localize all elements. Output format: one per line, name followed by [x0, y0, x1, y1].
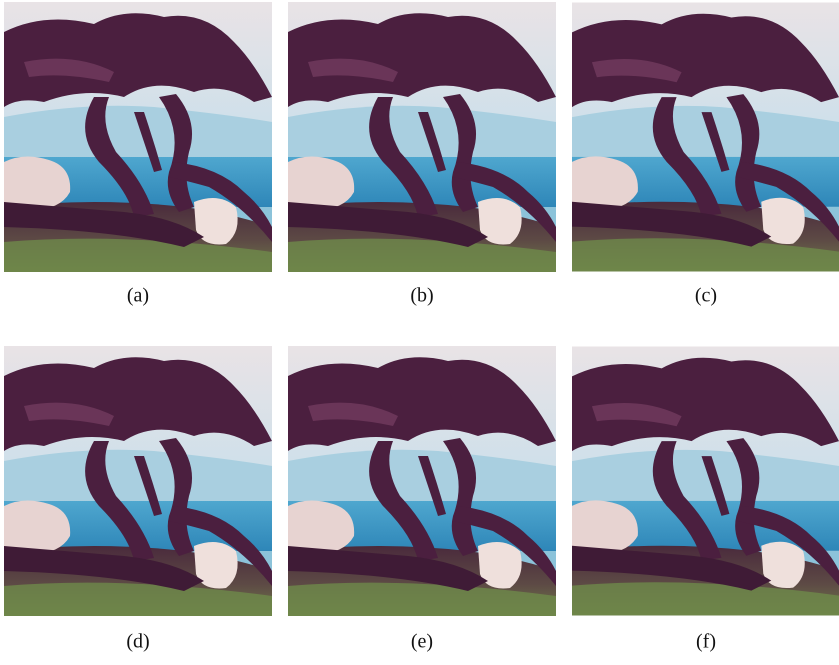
caption: (c): [695, 285, 717, 307]
panel-f: (f): [572, 347, 839, 653]
caption: (b): [410, 285, 433, 307]
image: [4, 346, 272, 616]
image: [572, 347, 839, 616]
image: [572, 3, 839, 272]
caption: (f): [696, 631, 716, 653]
panel-b: (b): [288, 2, 556, 307]
figure: (a) (b) (c) (d) (e) (f): [0, 0, 839, 660]
caption: (a): [127, 285, 149, 307]
panel-a: (a): [4, 2, 272, 307]
panel-d: (d): [4, 346, 272, 653]
image: [288, 2, 556, 272]
panel-c: (c): [572, 3, 839, 307]
image: [288, 346, 556, 616]
caption: (d): [126, 631, 149, 653]
caption: (e): [411, 631, 433, 653]
panel-e: (e): [288, 346, 556, 653]
image: [4, 2, 272, 272]
page: (a) (b) (c) (d) (e) (f) (() => { const d…: [0, 0, 839, 660]
